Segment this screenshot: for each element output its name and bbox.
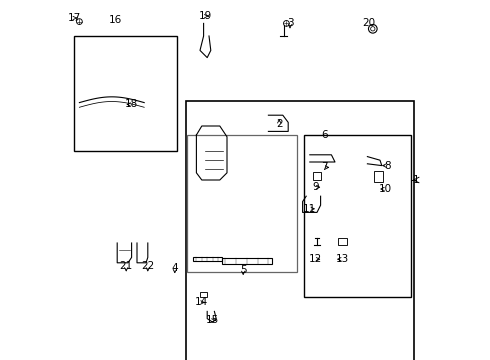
Text: 19: 19 bbox=[199, 11, 212, 21]
Text: 8: 8 bbox=[384, 161, 391, 171]
Text: 12: 12 bbox=[309, 254, 322, 264]
Bar bbox=[200, 292, 207, 297]
Text: 11: 11 bbox=[303, 204, 317, 214]
Text: 10: 10 bbox=[379, 184, 392, 194]
Text: 21: 21 bbox=[120, 261, 133, 271]
Text: 15: 15 bbox=[206, 315, 219, 325]
Bar bbox=[193, 257, 221, 261]
Text: 1: 1 bbox=[413, 175, 419, 185]
Text: 17: 17 bbox=[68, 13, 81, 23]
Bar bbox=[338, 238, 347, 245]
Text: 14: 14 bbox=[195, 297, 208, 307]
Bar bbox=[186, 101, 414, 360]
Text: 2: 2 bbox=[276, 119, 283, 129]
Bar bbox=[374, 171, 383, 182]
Bar bbox=[304, 135, 411, 297]
Text: 6: 6 bbox=[321, 130, 327, 140]
Text: 3: 3 bbox=[287, 18, 294, 28]
Bar bbox=[187, 135, 297, 272]
Text: 18: 18 bbox=[125, 99, 138, 109]
Text: 16: 16 bbox=[109, 15, 122, 25]
Bar bbox=[313, 172, 321, 180]
Text: 9: 9 bbox=[312, 182, 318, 192]
Text: 13: 13 bbox=[336, 254, 349, 264]
Text: 7: 7 bbox=[321, 162, 327, 172]
Bar bbox=[74, 36, 176, 151]
Bar bbox=[221, 258, 272, 264]
Text: 20: 20 bbox=[363, 18, 376, 28]
Text: 5: 5 bbox=[240, 265, 246, 275]
Text: 4: 4 bbox=[172, 263, 178, 273]
Text: 22: 22 bbox=[141, 261, 154, 271]
